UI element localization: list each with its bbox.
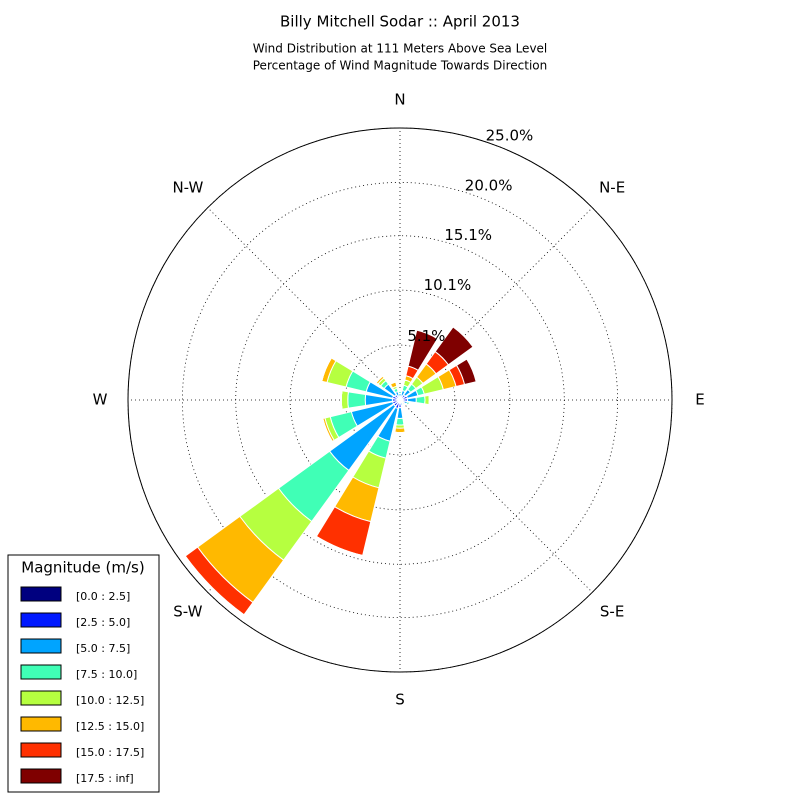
wedge: [424, 394, 430, 406]
legend-swatch: [20, 742, 62, 758]
grid-circle: [181, 181, 619, 619]
legend-swatch: [20, 690, 62, 706]
wedge: [316, 535, 363, 557]
legend-swatch: [20, 638, 62, 654]
outer-frame: [127, 127, 673, 673]
grid-circle: [289, 289, 511, 511]
plot-area: 5.1% 10.1% 15.1% 20.0% 25.0% N N-E E S-E S S-W W N-W: [93, 91, 705, 709]
direction-label: W: [93, 391, 108, 409]
direction-label: N-W: [172, 178, 203, 196]
wedge: [407, 329, 439, 372]
r-tick-label: 10.1%: [424, 276, 472, 294]
direction-label: S: [395, 691, 405, 709]
r-tick-label: 5.1%: [407, 327, 445, 345]
wedge: [347, 391, 367, 409]
legend-label: [7.5 : 10.0]: [76, 668, 137, 681]
direction-label: N-E: [599, 178, 625, 196]
wedge: [390, 381, 396, 385]
r-tick-label: 15.1%: [444, 226, 492, 244]
legend-swatch: [20, 612, 62, 628]
wedge: [434, 326, 474, 366]
wedge: [394, 427, 406, 434]
legend-swatch: [20, 768, 62, 784]
legend-label: [12.5 : 15.0]: [76, 720, 144, 733]
legend-swatch: [20, 716, 62, 732]
legend-label: [0.0 : 2.5]: [76, 590, 130, 603]
wedge: [401, 404, 404, 406]
direction-label: E: [695, 391, 704, 409]
r-tick-label: 25.0%: [486, 126, 534, 144]
direction-label: N: [394, 91, 405, 109]
wedge: [184, 555, 245, 616]
r-tick-label: 20.0%: [465, 177, 513, 195]
legend-swatch: [20, 586, 62, 602]
wedge: [415, 395, 426, 405]
wedge: [395, 417, 405, 426]
chart-title: Billy Mitchell Sodar :: April 2013: [280, 13, 520, 31]
spoke: [399, 207, 593, 401]
legend-title: Magnitude (m/s): [21, 559, 144, 577]
wedge: [340, 390, 349, 410]
direction-label: S-E: [600, 603, 624, 621]
wedge: [321, 357, 332, 382]
legend-label: [10.0 : 12.5]: [76, 694, 144, 707]
legend-swatch: [20, 664, 62, 680]
spoke: [207, 207, 401, 401]
legend: Magnitude (m/s) [0.0 : 2.5] [2.5 : 5.0] [5.…: [7, 554, 160, 793]
legend-label: [5.0 : 7.5]: [76, 642, 130, 655]
spoke: [399, 399, 593, 593]
wedge: [455, 358, 477, 386]
legend-label: [2.5 : 5.0]: [76, 616, 130, 629]
legend-label: [17.5 : inf]: [76, 772, 134, 785]
wedge: [407, 402, 411, 406]
grid-circle: [235, 235, 565, 565]
chart-subtitle: Percentage of Wind Magnitude Towards Dir…: [253, 59, 547, 73]
direction-label: S-W: [173, 603, 202, 621]
legend-label: [15.0 : 17.5]: [76, 746, 144, 759]
chart-subtitle: Wind Distribution at 111 Meters Above Se…: [253, 42, 548, 56]
